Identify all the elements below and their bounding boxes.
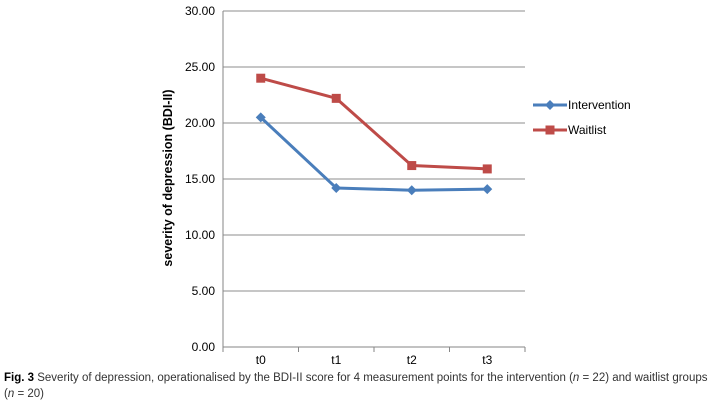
series-line (260, 76, 488, 171)
x-tick-label: t3 (482, 353, 492, 365)
legend-label: Intervention (568, 98, 631, 112)
figure-caption: Fig. 3 Severity of depression, operation… (4, 370, 708, 402)
caption-n-var-1: n (572, 372, 580, 384)
data-point (255, 112, 266, 123)
x-tick-label: t0 (256, 353, 266, 365)
caption-text-3: = 20) (14, 388, 44, 400)
y-tick-label: 30.00 (185, 4, 215, 18)
data-point (545, 100, 555, 110)
data-point (256, 73, 266, 83)
y-tick-label: 20.00 (185, 116, 215, 130)
data-point (482, 184, 493, 195)
y-axis-label: severity of depression (BDI-II) (161, 89, 175, 266)
x-tick-labels: t0 t1 t2 t3 (256, 353, 493, 365)
data-point (331, 93, 341, 103)
y-tick-label: 0.00 (192, 340, 216, 354)
caption-text-1: Severity of depression, operationalised … (37, 372, 573, 384)
figure-label: Fig. 3 (4, 372, 35, 384)
data-point (407, 161, 417, 171)
caption-text-2: = 22) and waitlist groups ( (4, 372, 708, 400)
gridlines (222, 10, 526, 352)
caption-n-var-2: n (7, 388, 15, 400)
y-tick-label: 5.00 (192, 284, 216, 298)
legend-label: Waitlist (568, 123, 607, 137)
line-chart: 0.00 5.00 10.00 15.00 20.00 25.00 30.00 t0 t1 t2… (161, 4, 631, 365)
series-line (259, 116, 488, 192)
series-lines (255, 73, 493, 196)
y-tick-label: 10.00 (185, 228, 215, 242)
y-tick-labels: 0.00 5.00 10.00 15.00 20.00 25.00 30.00 (185, 4, 215, 354)
y-tick-label: 15.00 (185, 172, 215, 186)
x-tick-label: t2 (407, 353, 417, 365)
data-point (545, 125, 555, 135)
y-tick-label: 25.00 (185, 60, 215, 74)
data-point (406, 185, 417, 196)
data-point (331, 182, 342, 193)
x-tick-label: t1 (331, 353, 341, 365)
legend: Intervention Waitlist (533, 98, 631, 137)
data-point (482, 164, 492, 174)
